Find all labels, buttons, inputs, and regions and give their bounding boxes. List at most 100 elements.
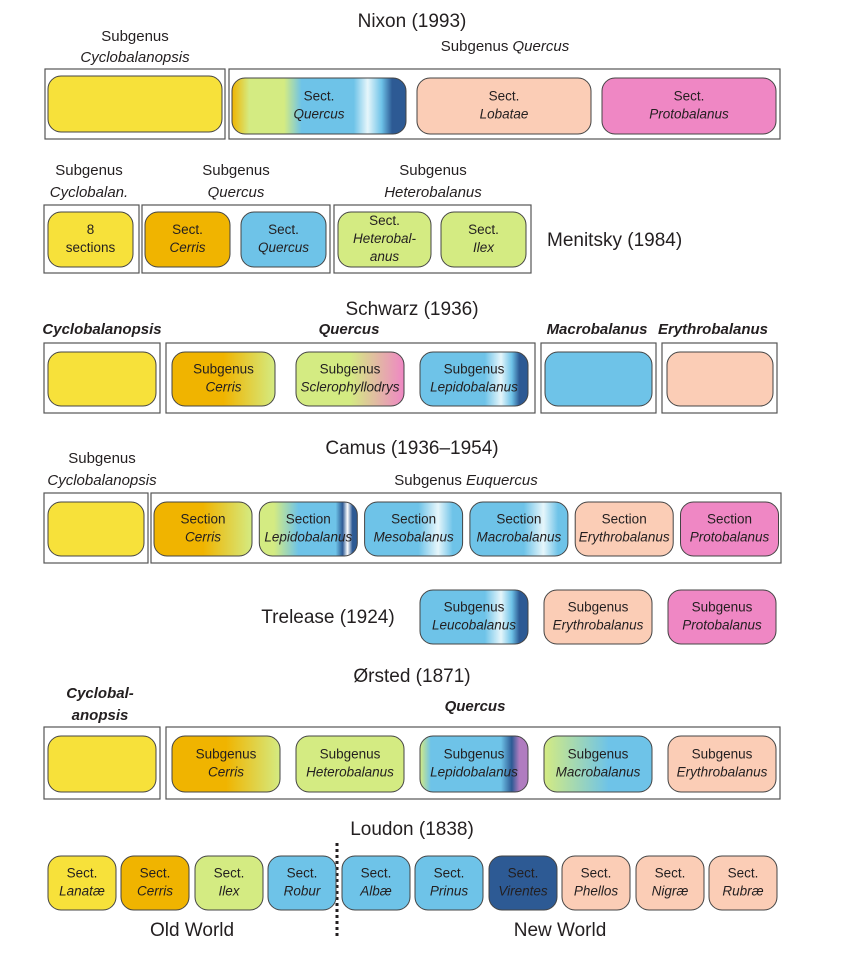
group-frame <box>44 68 226 140</box>
label: Subgenus <box>320 362 381 377</box>
label: Subgenus <box>101 28 169 45</box>
label: Sect. <box>655 866 686 881</box>
label: Subgenus <box>55 162 123 179</box>
label: Cyclobalan. <box>50 184 128 201</box>
taxon-box <box>364 501 464 557</box>
label: Section <box>180 512 225 527</box>
taxon-box <box>543 589 653 645</box>
label: Loudon (1838) <box>350 819 474 840</box>
label: Sect. <box>468 222 499 237</box>
label: Sect. <box>361 866 392 881</box>
label: anus <box>370 249 400 264</box>
taxon-box <box>666 351 774 407</box>
label: Sect. <box>268 222 299 237</box>
taxon-box <box>267 855 337 911</box>
label: Subgenus <box>394 472 462 489</box>
label: Lepidobalanus <box>264 530 352 545</box>
label: Section <box>496 512 541 527</box>
label: Sect. <box>434 866 465 881</box>
group-frame <box>165 726 781 800</box>
label: Heterobalanus <box>384 184 482 201</box>
taxon-box <box>601 77 777 135</box>
label: Mesobalanus <box>373 530 454 545</box>
taxon-box <box>440 211 527 268</box>
label: Quercus <box>513 38 570 55</box>
taxon-box <box>47 855 117 911</box>
label: Subgenus <box>441 38 509 55</box>
label: Sect. <box>508 866 539 881</box>
label: Lanatæ <box>59 884 105 899</box>
label: Cerris <box>208 765 244 780</box>
taxon-box <box>341 855 411 911</box>
label: Sect. <box>172 222 203 237</box>
label: Subgenus <box>444 747 505 762</box>
label: Sect. <box>287 866 318 881</box>
label: Sect. <box>581 866 612 881</box>
label: Nigræ <box>652 884 689 899</box>
taxon-box <box>419 735 529 793</box>
label: New World <box>514 920 607 941</box>
label: Cyclobalanopsis <box>47 472 157 489</box>
label: Cyclobal- <box>66 685 134 702</box>
label: Subgenus <box>320 747 381 762</box>
label: Cerris <box>206 380 242 395</box>
label: Subgenus <box>568 600 629 615</box>
label: Quercus <box>258 240 309 255</box>
taxon-box <box>47 735 157 793</box>
label: Subgenus <box>399 162 467 179</box>
taxon-box <box>258 501 358 557</box>
taxon-box <box>635 855 705 911</box>
label: Lepidobalanus <box>430 765 518 780</box>
label: Section <box>391 512 436 527</box>
label: Sect. <box>369 213 400 228</box>
label: Robur <box>284 884 321 899</box>
label: Ilex <box>473 240 495 255</box>
taxon-box <box>144 211 231 268</box>
label: Sect. <box>674 89 705 104</box>
taxon-box <box>295 351 405 407</box>
taxon-box <box>667 589 777 645</box>
label: Protobalanus <box>682 618 762 633</box>
label: Cerris <box>185 530 221 545</box>
label: Cerris <box>170 240 206 255</box>
label: Subgenus <box>202 162 270 179</box>
label: Cerris <box>137 884 173 899</box>
label: Old World <box>150 920 234 941</box>
taxon-box <box>47 351 157 407</box>
label: Leucobalanus <box>432 618 516 633</box>
label: Ørsted (1871) <box>353 666 470 687</box>
label: Cyclobalanopsis <box>80 49 190 66</box>
group-frame <box>150 492 782 564</box>
label: Subgenus <box>68 450 136 467</box>
label: Camus (1936–1954) <box>325 438 498 459</box>
label: Subgenus Quercus <box>441 38 570 55</box>
label: sections <box>66 240 116 255</box>
taxon-box <box>419 589 529 645</box>
label: Rubræ <box>722 884 763 899</box>
label: Schwarz (1936) <box>345 299 478 320</box>
label: Nixon (1993) <box>358 11 467 32</box>
label: 8 <box>87 222 95 237</box>
group-frame <box>43 342 161 414</box>
label: Trelease (1924) <box>261 607 394 628</box>
taxon-box <box>416 77 592 135</box>
label: Erythrobalanus <box>658 321 768 338</box>
group-frame <box>165 342 536 414</box>
label: anopsis <box>72 707 129 724</box>
taxon-box <box>153 501 253 557</box>
label: Erythrobalanus <box>553 618 644 633</box>
label: Heterobal- <box>353 231 417 246</box>
label: Subgenus Euquercus <box>394 472 538 489</box>
taxon-box <box>469 501 569 557</box>
label: Section <box>707 512 752 527</box>
label: Macrobalanus <box>547 321 648 338</box>
group-frame <box>661 342 778 414</box>
label: Quercus <box>319 321 380 338</box>
taxon-box <box>194 855 264 911</box>
label: Phellos <box>574 884 619 899</box>
taxon-box <box>240 211 327 268</box>
taxon-box <box>667 735 777 793</box>
label: Ilex <box>218 884 240 899</box>
label: Menitsky (1984) <box>547 230 682 251</box>
